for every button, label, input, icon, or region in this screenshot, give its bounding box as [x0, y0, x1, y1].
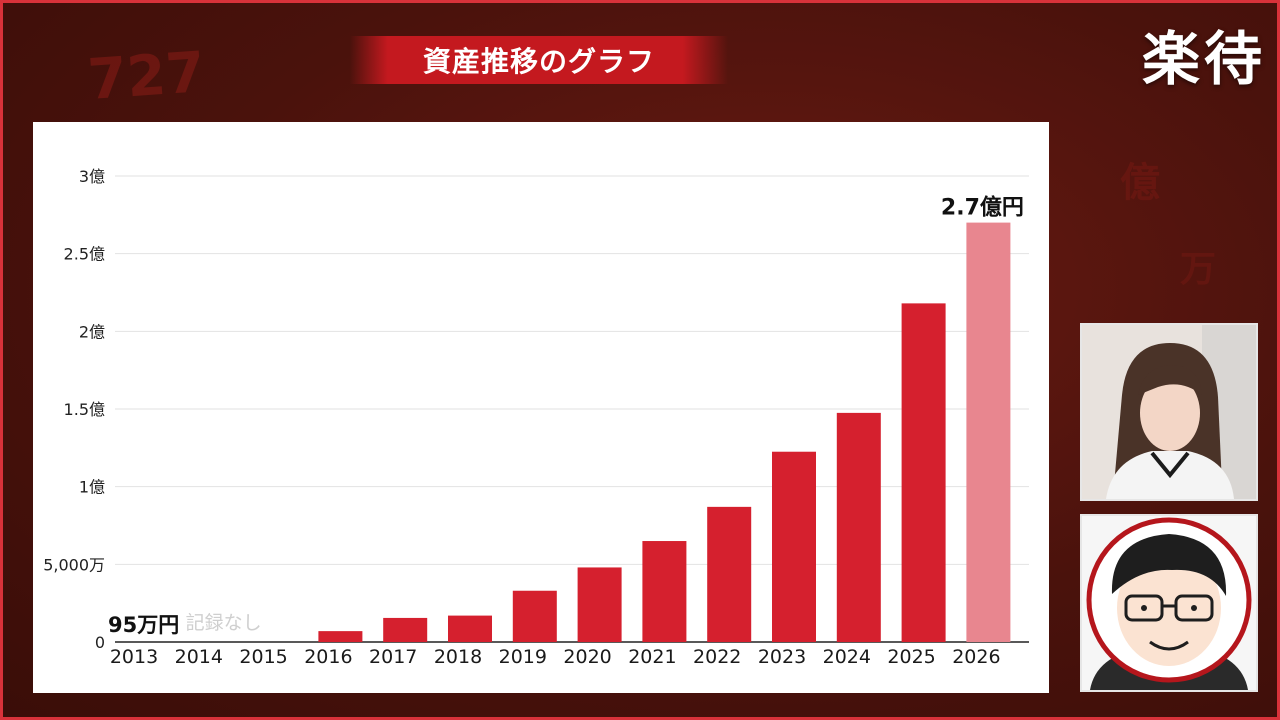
y-tick-label: 3億 — [79, 167, 105, 186]
y-tick-label: 5,000万 — [43, 555, 105, 574]
x-tick-label: 2020 — [563, 646, 611, 668]
y-tick-label: 1億 — [79, 478, 105, 497]
bar-2024 — [836, 412, 881, 642]
x-tick-label: 2014 — [175, 646, 223, 668]
x-tick-label: 2016 — [304, 646, 352, 668]
background-decoration: 727 — [85, 40, 208, 113]
x-tick-label: 2015 — [239, 646, 287, 668]
x-tick-label: 2018 — [434, 646, 482, 668]
bar-2022 — [707, 506, 752, 642]
bar-2018 — [448, 615, 492, 642]
x-tick-label: 2024 — [823, 646, 871, 668]
title-banner: 資産推移のグラフ — [350, 36, 728, 84]
bar-2017 — [383, 617, 428, 642]
y-tick-label: 2.5億 — [64, 245, 105, 264]
data-label-2013: 95万円 — [108, 613, 179, 637]
x-tick-label: 2022 — [693, 646, 741, 668]
background-decoration: 万 — [1180, 249, 1217, 290]
asset-bar-chart: 0 5,000万 1億 1.5億 2億 2.5億 3億 2013 2014 2015 2016 201… — [43, 167, 1029, 668]
bar-2023 — [772, 451, 816, 642]
bar-2020 — [577, 567, 622, 642]
guest-camera — [1080, 514, 1258, 692]
host-camera — [1080, 323, 1258, 501]
x-tick-label: 2026 — [952, 646, 1000, 668]
bar-2026 — [966, 222, 1011, 642]
y-tick-label: 0 — [95, 633, 105, 652]
guest-avatar-icon — [1082, 516, 1256, 690]
host-video-icon — [1082, 325, 1256, 499]
chart-panel: 0 5,000万 1億 1.5億 2億 2.5億 3億 2013 2014 2015 2016 201… — [33, 122, 1049, 693]
x-tick-label: 2019 — [499, 646, 547, 668]
data-label-2026: 2.7億円 — [941, 195, 1024, 221]
x-tick-label: 2025 — [887, 646, 935, 668]
bar-2016 — [318, 631, 363, 642]
background-decoration: 億 — [1120, 160, 1160, 206]
x-tick-label: 2017 — [369, 646, 417, 668]
bar-2019 — [512, 590, 557, 642]
x-tick-label: 2023 — [758, 646, 806, 668]
x-tick-label: 2021 — [628, 646, 676, 668]
data-label-2015: 記録なし — [186, 612, 262, 634]
x-tick-label: 2013 — [110, 646, 158, 668]
bar-2021 — [642, 541, 687, 642]
y-tick-label: 1.5億 — [64, 400, 105, 419]
channel-logo: 楽待 — [1141, 25, 1266, 93]
bar-2025 — [901, 303, 946, 642]
y-tick-label: 2億 — [79, 322, 105, 341]
page-title: 資産推移のグラフ — [422, 45, 655, 78]
